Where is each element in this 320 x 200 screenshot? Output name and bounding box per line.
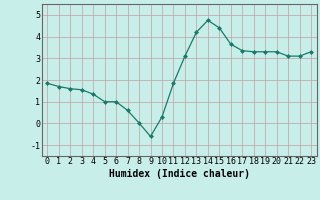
X-axis label: Humidex (Indice chaleur): Humidex (Indice chaleur) bbox=[109, 169, 250, 179]
